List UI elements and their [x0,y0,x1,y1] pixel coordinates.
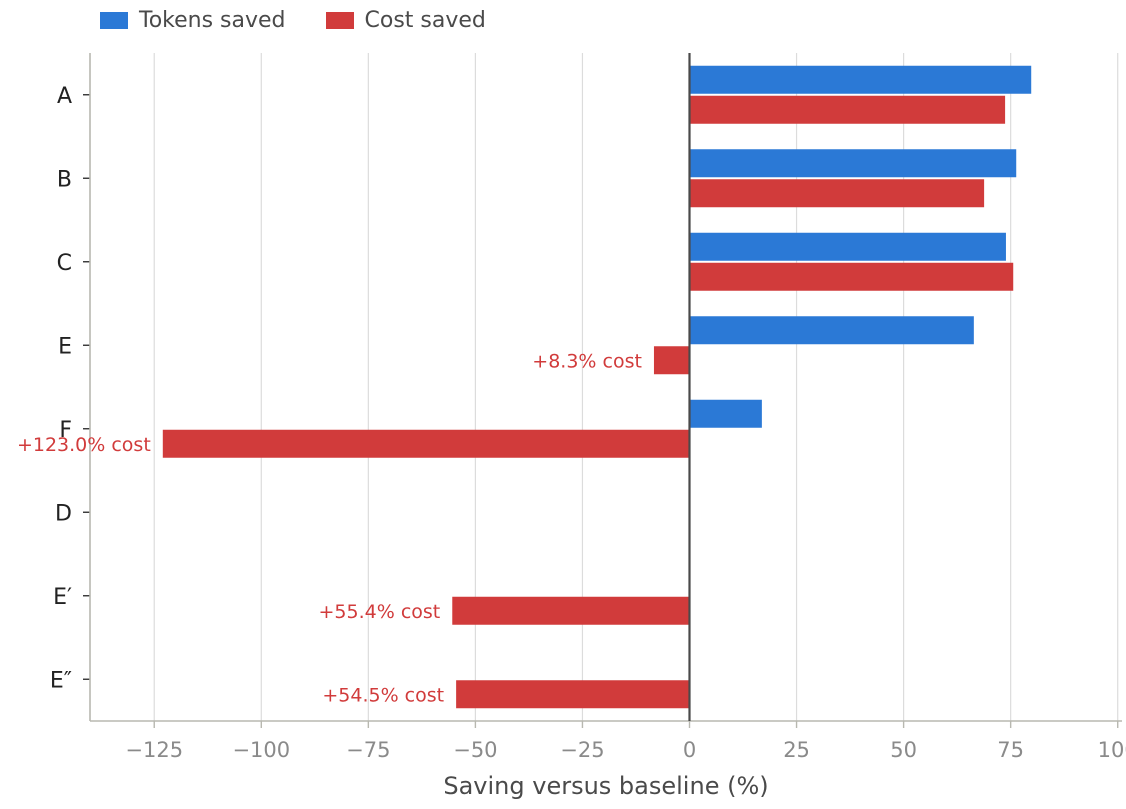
bar-annotation: +8.3% cost [532,350,642,372]
bar-tokens-saved [689,232,1006,261]
bar-tokens-saved [689,65,1032,94]
legend-item-cost-saved: Cost saved [325,8,486,33]
axes: −125 −100 −75 −50 −25 0 25 50 75 100 A B C E F D E′ E″ [50,53,1126,762]
bar-cost-saved [689,179,985,208]
bar-tokens-saved [689,149,1017,178]
y-tick-label: B [57,167,72,192]
legend-swatch-tokens-saved [100,12,128,29]
y-tick-label: A [57,84,72,109]
bar-tokens-saved [689,399,762,428]
y-tick-label: E [58,334,72,359]
bar-cost-saved [456,680,690,709]
bar-cost-saved [689,262,1014,291]
bar-annotation: +54.5% cost [322,684,444,706]
x-tick-label: 75 [997,738,1024,762]
labels: +8.3% cost +123.0% cost +55.4% cost +54.5% … [17,350,642,706]
legend: Tokens saved Cost saved [100,8,486,33]
x-tick-label: −100 [232,738,290,762]
y-tick-label: C [57,251,72,276]
x-tick-label: 0 [683,738,696,762]
x-tick-label: 50 [890,738,917,762]
bar-tokens-saved [689,316,974,345]
legend-swatch-cost-saved [325,12,354,29]
y-tick-label: D [55,501,72,526]
bar-cost-saved [162,429,690,458]
bar-cost-saved [689,95,1006,124]
legend-item-tokens-saved: Tokens saved [100,8,286,33]
y-tick-label: E″ [50,668,72,693]
x-tick-label: −25 [560,738,604,762]
legend-label-cost-saved: Cost saved [364,8,486,33]
bar-annotation: +55.4% cost [319,601,441,623]
bar-cost-saved [452,596,690,625]
bar-cost-saved [653,346,690,375]
y-tick-label: F [59,418,72,443]
x-tick-label: 25 [783,738,810,762]
x-tick-label: −50 [453,738,497,762]
x-tick-label: −125 [125,738,183,762]
legend-label-tokens-saved: Tokens saved [139,8,286,33]
bars [162,65,1032,709]
y-tick-label: E′ [53,585,72,610]
x-tick-label: 100 [1098,738,1126,762]
x-tick-label: −75 [346,738,390,762]
bar-annotation: +123.0% cost [17,434,151,456]
x-axis-title: Saving versus baseline (%) [443,772,769,800]
